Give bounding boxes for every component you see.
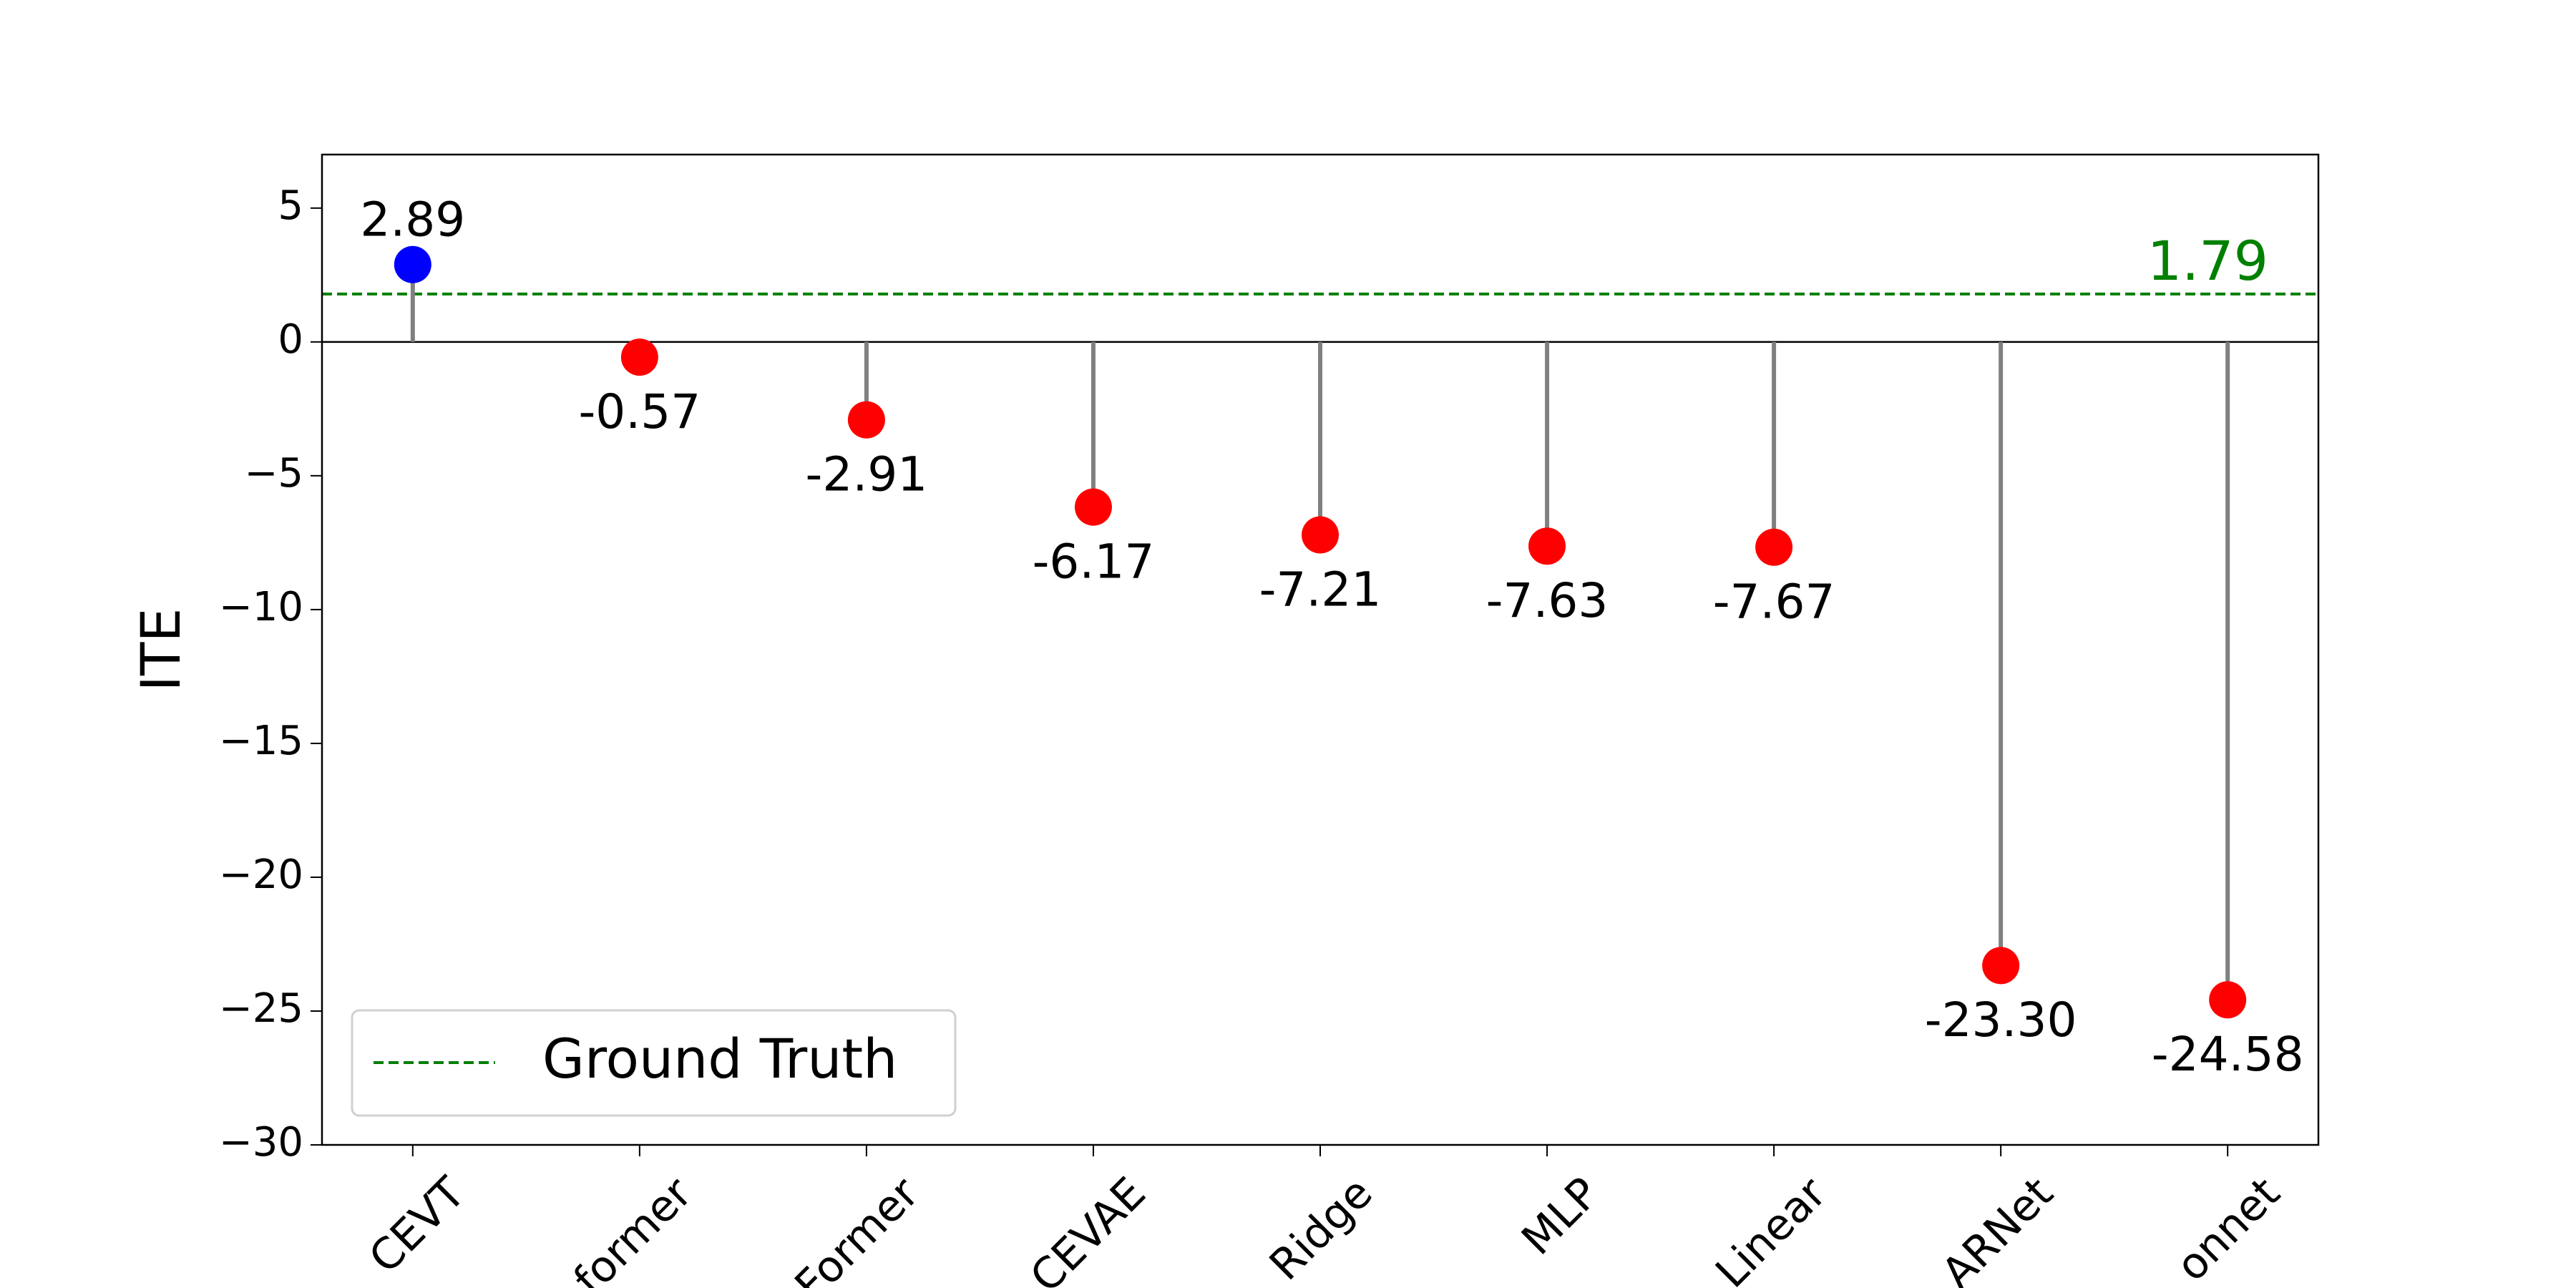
stem-marker bbox=[847, 401, 885, 439]
y-axis-label: ITE bbox=[129, 608, 192, 692]
x-tick-label: Ridge bbox=[1260, 1168, 1382, 1288]
x-tick-label: Linear bbox=[1706, 1168, 1836, 1288]
y-tick-label: −30 bbox=[219, 1119, 303, 1166]
reference-label: 1.79 bbox=[2147, 229, 2268, 293]
stem-marker bbox=[1755, 528, 1793, 566]
x-tick-label: ARNet bbox=[1932, 1168, 2062, 1288]
stem-marker bbox=[1302, 516, 1339, 554]
value-label: -2.91 bbox=[806, 447, 928, 502]
value-label: -7.21 bbox=[1259, 562, 1382, 617]
value-label: -7.67 bbox=[1713, 575, 1835, 630]
x-tick-label: former bbox=[565, 1168, 702, 1288]
x-tick-label: onnet bbox=[2167, 1168, 2290, 1288]
stem-marker bbox=[1982, 947, 2020, 985]
y-tick-label: −15 bbox=[219, 718, 303, 764]
stem-marker bbox=[1074, 488, 1112, 526]
x-tick-label: MLP bbox=[1512, 1168, 1609, 1264]
y-tick-label: −5 bbox=[244, 450, 303, 497]
x-tick-label: Former bbox=[786, 1168, 929, 1288]
value-label: -7.63 bbox=[1486, 573, 1609, 628]
value-label: -0.57 bbox=[578, 384, 701, 439]
value-label: 2.89 bbox=[360, 192, 465, 248]
value-label: -24.58 bbox=[2152, 1027, 2304, 1082]
value-label: -6.17 bbox=[1033, 534, 1155, 589]
stem-marker bbox=[620, 338, 658, 376]
x-tick-label: CEVT bbox=[360, 1168, 475, 1283]
plot-frame bbox=[321, 153, 2320, 1146]
x-tick-label: CEVAE bbox=[1021, 1168, 1156, 1288]
y-tick-label: 0 bbox=[278, 316, 303, 363]
stem-marker bbox=[394, 245, 431, 283]
y-tick-label: 5 bbox=[278, 182, 303, 229]
y-tick-label: −10 bbox=[219, 584, 303, 630]
y-tick-label: −25 bbox=[219, 985, 303, 1032]
stem-marker bbox=[1528, 527, 1566, 565]
value-label: -23.30 bbox=[1925, 992, 2077, 1048]
legend-box bbox=[351, 1009, 957, 1117]
y-tick-label: −20 bbox=[219, 852, 303, 898]
legend-label: Ground Truth bbox=[542, 1027, 897, 1091]
stem-marker bbox=[2209, 981, 2247, 1019]
